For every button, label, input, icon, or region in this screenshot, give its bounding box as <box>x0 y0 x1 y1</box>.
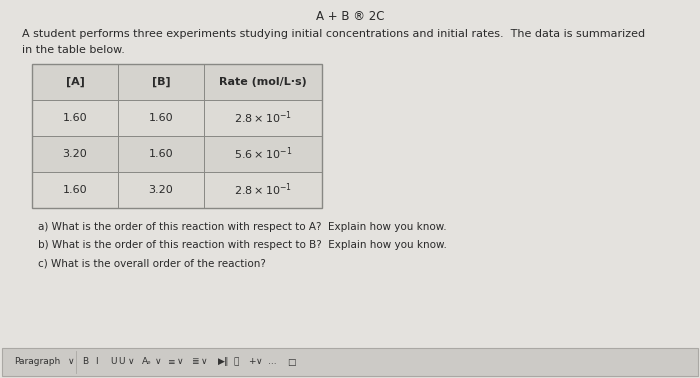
Text: ∨: ∨ <box>177 358 183 367</box>
Text: Paragraph: Paragraph <box>14 358 60 367</box>
Text: +: + <box>248 358 256 367</box>
Text: ∨: ∨ <box>201 358 208 367</box>
Text: 3.20: 3.20 <box>62 149 88 159</box>
Text: $2.8 \times 10^{-1}$: $2.8 \times 10^{-1}$ <box>234 182 292 198</box>
Text: ∨: ∨ <box>68 358 75 367</box>
Text: 1.60: 1.60 <box>63 185 88 195</box>
Text: 3.20: 3.20 <box>148 185 174 195</box>
Text: ▶‖: ▶‖ <box>218 358 230 367</box>
Text: B: B <box>82 358 88 367</box>
Text: ∨: ∨ <box>155 358 162 367</box>
Text: c) What is the overall order of the reaction?: c) What is the overall order of the reac… <box>38 258 266 268</box>
Text: Rate (mol/L·s): Rate (mol/L·s) <box>219 77 307 87</box>
Text: 1.60: 1.60 <box>148 149 174 159</box>
Text: ∨: ∨ <box>128 358 134 367</box>
Text: 1.60: 1.60 <box>63 113 88 123</box>
Text: A + B ® 2C: A + B ® 2C <box>316 10 384 23</box>
Text: 1.60: 1.60 <box>148 113 174 123</box>
FancyBboxPatch shape <box>32 100 322 136</box>
FancyBboxPatch shape <box>32 172 322 208</box>
Text: b) What is the order of this reaction with respect to B?  Explain how you know.: b) What is the order of this reaction wi… <box>38 240 447 250</box>
Text: A student performs three experiments studying initial concentrations and initial: A student performs three experiments stu… <box>22 29 645 39</box>
FancyBboxPatch shape <box>32 64 322 100</box>
Text: I: I <box>95 358 97 367</box>
Text: in the table below.: in the table below. <box>22 45 125 55</box>
Text: Aₑ: Aₑ <box>142 358 152 367</box>
Text: ≡: ≡ <box>167 358 174 367</box>
Text: a) What is the order of this reaction with respect to A?  Explain how you know.: a) What is the order of this reaction wi… <box>38 222 447 232</box>
Text: U: U <box>118 358 125 367</box>
Text: $2.8 \times 10^{-1}$: $2.8 \times 10^{-1}$ <box>234 110 292 126</box>
Text: [B]: [B] <box>152 77 170 87</box>
Text: ∨: ∨ <box>256 358 262 367</box>
Text: $5.6 \times 10^{-1}$: $5.6 \times 10^{-1}$ <box>234 146 292 162</box>
Text: ≣: ≣ <box>191 358 199 367</box>
Text: [A]: [A] <box>66 77 85 87</box>
FancyBboxPatch shape <box>32 136 322 172</box>
Text: ...: ... <box>268 358 277 367</box>
Text: U: U <box>110 358 116 367</box>
Text: □: □ <box>287 358 295 367</box>
Text: ⌕: ⌕ <box>234 358 239 367</box>
FancyBboxPatch shape <box>2 348 698 376</box>
